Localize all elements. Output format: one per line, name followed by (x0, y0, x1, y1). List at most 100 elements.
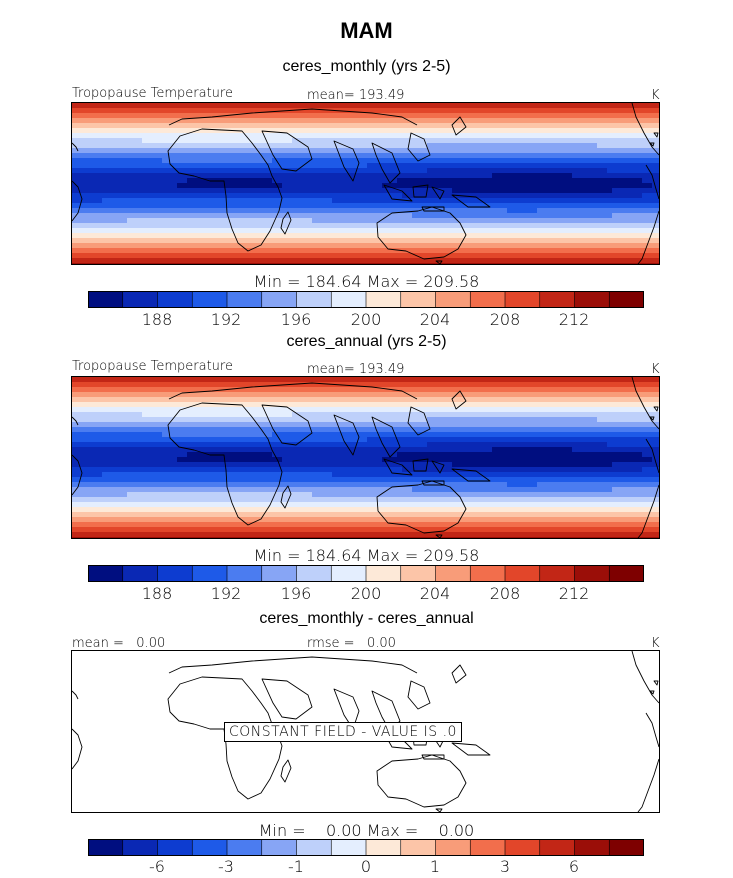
panel-1-field-cell (152, 208, 158, 214)
panel-1-field-cell (477, 238, 483, 244)
panel-1-field-cell (227, 253, 233, 259)
panel-1-field-cell (127, 223, 133, 229)
panel-1-tick-label: 196 (280, 310, 312, 329)
panel-1-field-cell (177, 108, 183, 114)
panel-1-field-cell (397, 123, 403, 129)
panel-1-field-cell (427, 203, 433, 209)
panel-2-field-cell (357, 412, 363, 418)
panel-1-field-cell (317, 173, 323, 179)
panel-1-field-cell (272, 128, 278, 134)
panel-1-field-cell (127, 248, 133, 254)
panel-1-field-cell (207, 188, 213, 194)
panel-1-field-cell (317, 138, 323, 144)
panel-1-field-cell (242, 248, 248, 254)
panel-1-field-cell (322, 208, 328, 214)
panel-2-field-cell (567, 382, 573, 388)
panel-1-field-cell (617, 103, 623, 109)
panel-1-field-cell (127, 183, 133, 189)
panel-1-field-cell (97, 103, 103, 109)
panel-1-field-cell (557, 193, 563, 199)
panel-2-field-cell (647, 397, 653, 403)
panel-1-field-cell (362, 258, 368, 264)
panel-1-field-cell (232, 123, 238, 129)
panel-1-field-cell (102, 238, 108, 244)
panel-1-field-cell (382, 108, 388, 114)
colorbar-swatch (191, 291, 228, 308)
panel-1-field-cell (517, 138, 523, 144)
panel-1-field-cell (182, 173, 188, 179)
panel-1-field-cell (427, 168, 433, 174)
panel-1-field-cell (557, 253, 563, 259)
panel-1-field-cell (612, 113, 618, 119)
panel-1-field-cell (97, 168, 103, 174)
panel-1-field-cell (302, 248, 308, 254)
panel-1-field-cell (97, 263, 103, 264)
panel-1-field-cell (377, 193, 383, 199)
panel-2-field-cell (657, 392, 659, 398)
panel-1-field-cell (507, 198, 513, 204)
panel-1-field-cell (282, 198, 288, 204)
panel-1-field-cell (402, 253, 408, 259)
panel-1-field-cell (102, 103, 108, 109)
panel-2-field-cell (142, 382, 148, 388)
panel-1-field-cell (367, 123, 373, 129)
panel-2-field-cell (587, 382, 593, 388)
panel-2-field-cell (462, 407, 468, 413)
panel-1-field-cell (502, 228, 508, 234)
panel-1-field-cell (652, 263, 658, 264)
panel-1-field-cell (317, 243, 323, 249)
panel-1-field-cell (132, 218, 138, 224)
panel-1-field-cell (442, 233, 448, 239)
panel-2-field-cell (157, 392, 163, 398)
panel-2-field-cell (207, 407, 213, 413)
panel-1-field-cell (257, 143, 263, 149)
panel-1-field-cell (82, 218, 88, 224)
panel-1-field-cell (127, 128, 133, 134)
panel-1-field-cell (647, 183, 653, 189)
panel-1-field-cell (642, 103, 648, 109)
panel-1-field-cell (102, 123, 108, 129)
panel-1-field-cell (472, 203, 478, 209)
panel-1-field-cell (192, 188, 198, 194)
panel-1-field-cell (487, 123, 493, 129)
panel-1-field-cell (392, 218, 398, 224)
panel-1-field-cell (552, 193, 558, 199)
panel-2-field-cell (387, 402, 393, 408)
panel-1-field-cell (527, 183, 533, 189)
panel-2-field-cell (522, 417, 528, 423)
panel-1-field-cell (247, 198, 253, 204)
panel-1-field-cell (572, 118, 578, 124)
panel-1-field-cell (277, 168, 283, 174)
panel-1-field-cell (322, 223, 328, 229)
panel-1-field-cell (657, 158, 659, 164)
panel-1-field-cell (607, 243, 613, 249)
panel-1-field-cell (447, 263, 453, 264)
panel-1-field-cell (297, 258, 303, 264)
panel-1-field-cell (467, 118, 473, 124)
panel-2-field-cell (532, 377, 538, 383)
panel-2-field-cell (482, 377, 488, 383)
panel-1-field-cell (597, 218, 603, 224)
panel-2-field-cell (127, 402, 133, 408)
panel-1-field-cell (397, 228, 403, 234)
panel-1-field-cell (617, 228, 623, 234)
panel-1-field-cell (172, 238, 178, 244)
panel-1-field-cell (172, 163, 178, 169)
panel-2-field-cell (122, 397, 128, 403)
panel-1-field-cell (482, 233, 488, 239)
panel-2-field-cell (187, 417, 193, 423)
panel-1-field-cell (587, 113, 593, 119)
panel-1-field-cell (652, 248, 658, 254)
panel-1-title: ceres_monthly (yrs 2-5) (282, 58, 451, 75)
panel-2-field-cell (217, 377, 223, 383)
panel-1-field-cell (577, 243, 583, 249)
panel-1-field-cell (292, 243, 298, 249)
panel-1-field-cell (417, 203, 423, 209)
panel-2-field-cell (107, 402, 113, 408)
panel-1-field-cell (157, 148, 163, 154)
panel-1-field-cell (182, 238, 188, 244)
panel-2-field-cell (127, 412, 133, 418)
panel-1-field-cell (172, 173, 178, 179)
panel-1-field-cell (302, 133, 308, 139)
panel-1-field-cell (152, 148, 158, 154)
